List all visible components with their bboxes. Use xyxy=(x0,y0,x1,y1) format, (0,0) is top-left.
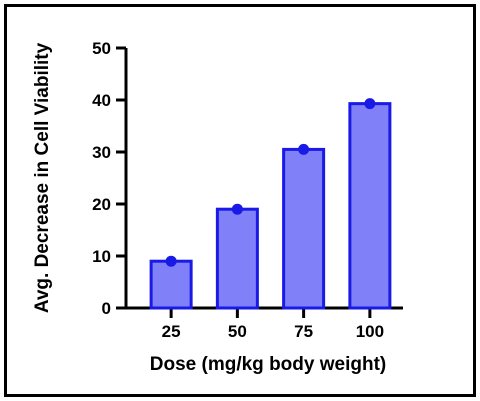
chart-frame xyxy=(4,4,476,397)
x-axis-title: Dose (mg/kg body weight) xyxy=(150,354,386,375)
bar xyxy=(282,147,326,310)
data-point xyxy=(165,255,177,267)
y-tick-label: 10 xyxy=(92,247,111,266)
y-tick-label: 40 xyxy=(92,91,111,110)
data-points xyxy=(165,98,376,267)
bar xyxy=(149,259,193,310)
y-tick-label: 0 xyxy=(102,299,111,318)
bar xyxy=(215,207,259,310)
y-axis: 0 10 20 30 40 50 xyxy=(92,39,128,318)
data-point xyxy=(364,98,376,110)
bar xyxy=(348,102,392,310)
x-tick-label: 100 xyxy=(356,322,384,341)
bars xyxy=(149,102,392,310)
x-tick-label: 25 xyxy=(162,322,181,341)
y-tick-label: 20 xyxy=(92,195,111,214)
y-tick-label: 50 xyxy=(92,39,111,58)
data-point xyxy=(298,143,310,155)
x-tick-label: 50 xyxy=(228,322,247,341)
x-tick-label: 75 xyxy=(294,322,313,341)
data-point xyxy=(231,203,243,215)
x-axis: 25 50 75 100 xyxy=(124,306,403,341)
y-tick-label: 30 xyxy=(92,143,111,162)
y-axis-title: Avg. Decrease in Cell Viability xyxy=(32,42,53,313)
